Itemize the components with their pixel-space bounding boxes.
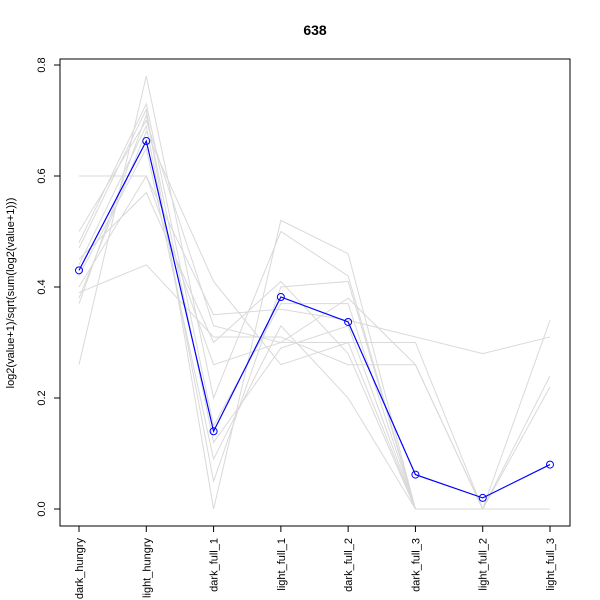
highlight-series-point (142, 137, 151, 146)
x-tick-label: dark_full_3 (410, 538, 422, 592)
highlight-series-point (344, 317, 353, 326)
highlight-series-point (75, 266, 83, 275)
x-tick-label: light_full_2 (478, 538, 490, 591)
y-axis-label: log2(value+1)/sqrt(sum(log2(value+1))) (5, 198, 17, 389)
x-tick-label: light_hungry (141, 538, 153, 598)
y-tick-label: 0.6 (36, 168, 48, 183)
background-series-line (78, 264, 550, 510)
y-tick-label: 0.2 (36, 390, 48, 405)
x-tick-label: dark_full_2 (343, 538, 355, 592)
highlight-series-point (411, 470, 420, 479)
background-series-line (78, 146, 550, 510)
x-tick-label: light_full_3 (545, 538, 557, 591)
highlight-series-line (78, 139, 551, 499)
y-tick-label: 0.8 (36, 57, 48, 72)
plot-frame (59, 58, 571, 527)
plot-area (75, 75, 554, 510)
x-tick-label: light_full_1 (276, 538, 288, 591)
y-tick-label: 0.0 (36, 501, 48, 516)
x-tick-label: dark_full_1 (209, 538, 221, 592)
background-series-line (79, 175, 550, 510)
background-series-line (78, 113, 550, 510)
background-series-line (78, 174, 551, 355)
highlight-series-point (209, 427, 218, 436)
highlight-series-point (478, 493, 487, 502)
chart-title: 638 (303, 22, 327, 38)
x-tick-label: dark_hungry (74, 538, 86, 600)
highlight-series-point (546, 460, 554, 469)
y-tick-label: 0.4 (36, 279, 48, 294)
highlight-series-point (276, 292, 285, 301)
